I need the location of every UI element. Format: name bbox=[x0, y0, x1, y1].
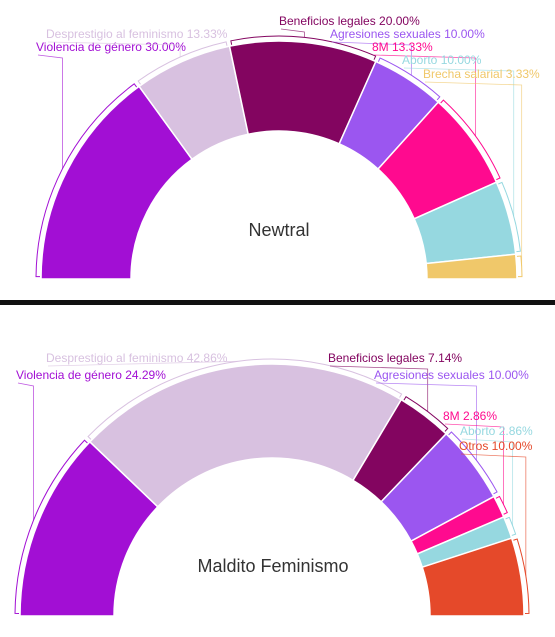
slice-desprestigio-al-feminismo bbox=[88, 363, 403, 508]
data-label-aborto: Aborto 10.00% bbox=[402, 53, 482, 67]
label-connector-8m bbox=[444, 423, 504, 505]
slice-bracket-brecha-salarial bbox=[516, 255, 523, 278]
chart-title: Maldito Feminismo bbox=[197, 556, 348, 576]
data-label-agresiones-sexuales: Agresiones sexuales 10.00% bbox=[374, 368, 529, 382]
label-connector-desprestigio-al-feminismo bbox=[47, 41, 181, 58]
slice-bracket-aborto bbox=[498, 181, 521, 253]
label-connector-beneficios-legales bbox=[329, 365, 429, 412]
label-connector-desprestigio-al-feminismo bbox=[47, 360, 238, 367]
data-label-8m: 8M 2.86% bbox=[443, 409, 497, 423]
data-label-beneficios-legales: Beneficios legales 20.00% bbox=[279, 14, 420, 28]
data-label-beneficios-legales: Beneficios legales 7.14% bbox=[328, 351, 462, 365]
label-connector-aborto bbox=[403, 67, 515, 217]
data-label-violencia-de-genero: Violencia de género 24.29% bbox=[16, 368, 166, 382]
data-label-desprestigio-al-feminismo: Desprestigio al feminismo 13.33% bbox=[46, 27, 228, 41]
label-connector-8m bbox=[373, 54, 477, 137]
label-connector-violencia-de-genero bbox=[37, 54, 63, 169]
slice-bracket-beneficios-legales bbox=[403, 396, 449, 432]
data-label-8m: 8M 13.33% bbox=[372, 40, 433, 54]
label-connector-beneficios-legales bbox=[280, 28, 305, 38]
label-connector-otros bbox=[460, 453, 527, 576]
data-label-otros: Otros 10.00% bbox=[459, 439, 533, 453]
chart-title: Newtral bbox=[248, 220, 309, 240]
slice-bracket-violencia-de-genero bbox=[14, 439, 88, 614]
data-label-violencia-de-genero: Violencia de género 30.00% bbox=[36, 40, 186, 54]
label-connector-agresiones-sexuales bbox=[375, 382, 477, 461]
label-connector-aborto bbox=[461, 438, 514, 526]
data-label-desprestigio-al-feminismo: Desprestigio al feminismo 42.86% bbox=[46, 351, 228, 365]
data-label-agresiones-sexuales: Agresiones sexuales 10.00% bbox=[330, 27, 485, 41]
data-label-brecha-salarial: Brecha salarial 3.33% bbox=[423, 67, 540, 81]
label-connector-agresiones-sexuales bbox=[331, 41, 412, 76]
label-connector-violencia-de-genero bbox=[17, 382, 34, 521]
chart-panel-newtral: Newtral Violencia de género 30.00%Despre… bbox=[35, 14, 540, 280]
slice-otros bbox=[421, 537, 525, 617]
label-connector-brecha-salarial bbox=[424, 81, 523, 267]
data-label-aborto: Aborto 2.86% bbox=[460, 424, 533, 438]
slice-brecha-salarial bbox=[425, 253, 518, 280]
divider bbox=[0, 300, 555, 305]
chart-panel-maldito-feminismo: Maldito Feminismo Violencia de género 24… bbox=[14, 351, 533, 617]
